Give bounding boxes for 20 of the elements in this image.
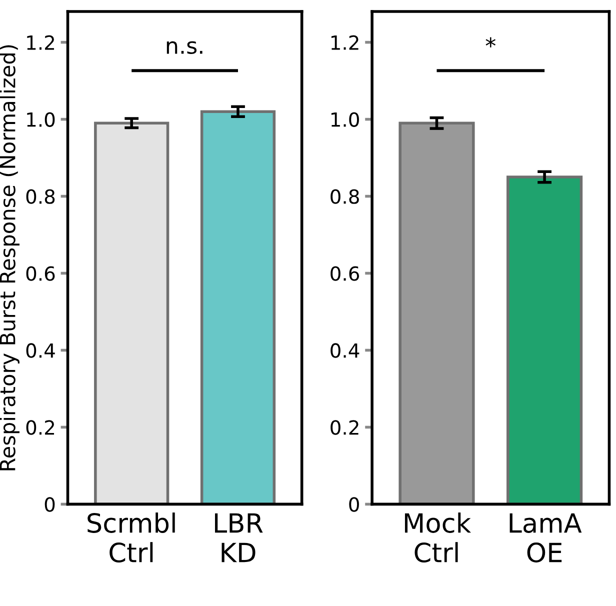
y-tick-label: 1.0 — [27, 112, 55, 127]
y-tick-label: 0.6 — [330, 266, 360, 281]
annotation: n.s. — [166, 41, 202, 54]
y-tick-label: 0 — [44, 497, 55, 512]
annotation: * — [486, 37, 496, 48]
y-tick-label: 0.4 — [26, 343, 55, 358]
x-tick-label: Scrmbl Ctrl — [88, 512, 175, 562]
x-tick-label: LamA OE — [510, 513, 582, 562]
x-tick-label: Mock Ctrl — [404, 512, 472, 562]
y-tick-label: 0.8 — [26, 189, 55, 204]
y-tick-label: 0.2 — [330, 420, 358, 435]
y-tick-label: 1.0 — [331, 112, 359, 127]
y-tick-label: 0.4 — [330, 343, 360, 358]
y-tick-label: 1.2 — [27, 35, 54, 50]
y-tick-label: 0 — [349, 497, 359, 512]
y-tick-label: 0.2 — [26, 420, 54, 435]
x-tick-label: LBR KD — [215, 513, 263, 562]
y-tick-label: 0.6 — [26, 266, 55, 281]
y-tick-label: 0.8 — [330, 189, 359, 204]
y-tick-label: 1.2 — [331, 35, 358, 50]
